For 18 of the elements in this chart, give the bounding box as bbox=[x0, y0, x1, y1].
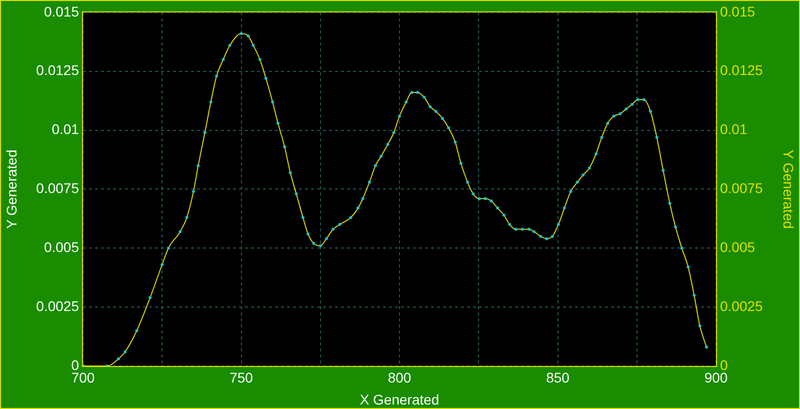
y2-tick-label: 0.0075 bbox=[720, 180, 764, 196]
y2-tick-label: 0.0125 bbox=[720, 62, 764, 78]
y-tick-label: 0.015 bbox=[44, 3, 80, 20]
x-axis-title: X Generated bbox=[360, 391, 440, 408]
x-tick-label: 800 bbox=[388, 369, 412, 386]
y-tick-label: 0.0075 bbox=[36, 180, 80, 196]
y-tick-label: 0.0125 bbox=[36, 62, 80, 78]
y2-tick-label: 0.005 bbox=[720, 238, 756, 255]
y-tick-label: 0.005 bbox=[44, 238, 80, 255]
y2-tick-label: 0.015 bbox=[720, 3, 756, 20]
x-tick-label: 750 bbox=[230, 369, 254, 386]
y2-tick-label: 0.0025 bbox=[720, 298, 764, 314]
y2-axis-title: Y Generated bbox=[780, 150, 797, 229]
y-tick-label: 0.01 bbox=[52, 121, 80, 138]
y2-tick-label: 0.01 bbox=[720, 121, 748, 138]
y-tick-label: 0.0025 bbox=[36, 298, 80, 314]
x-tick-label: 850 bbox=[546, 369, 570, 386]
y-axis-title: Y Generated bbox=[3, 150, 20, 229]
